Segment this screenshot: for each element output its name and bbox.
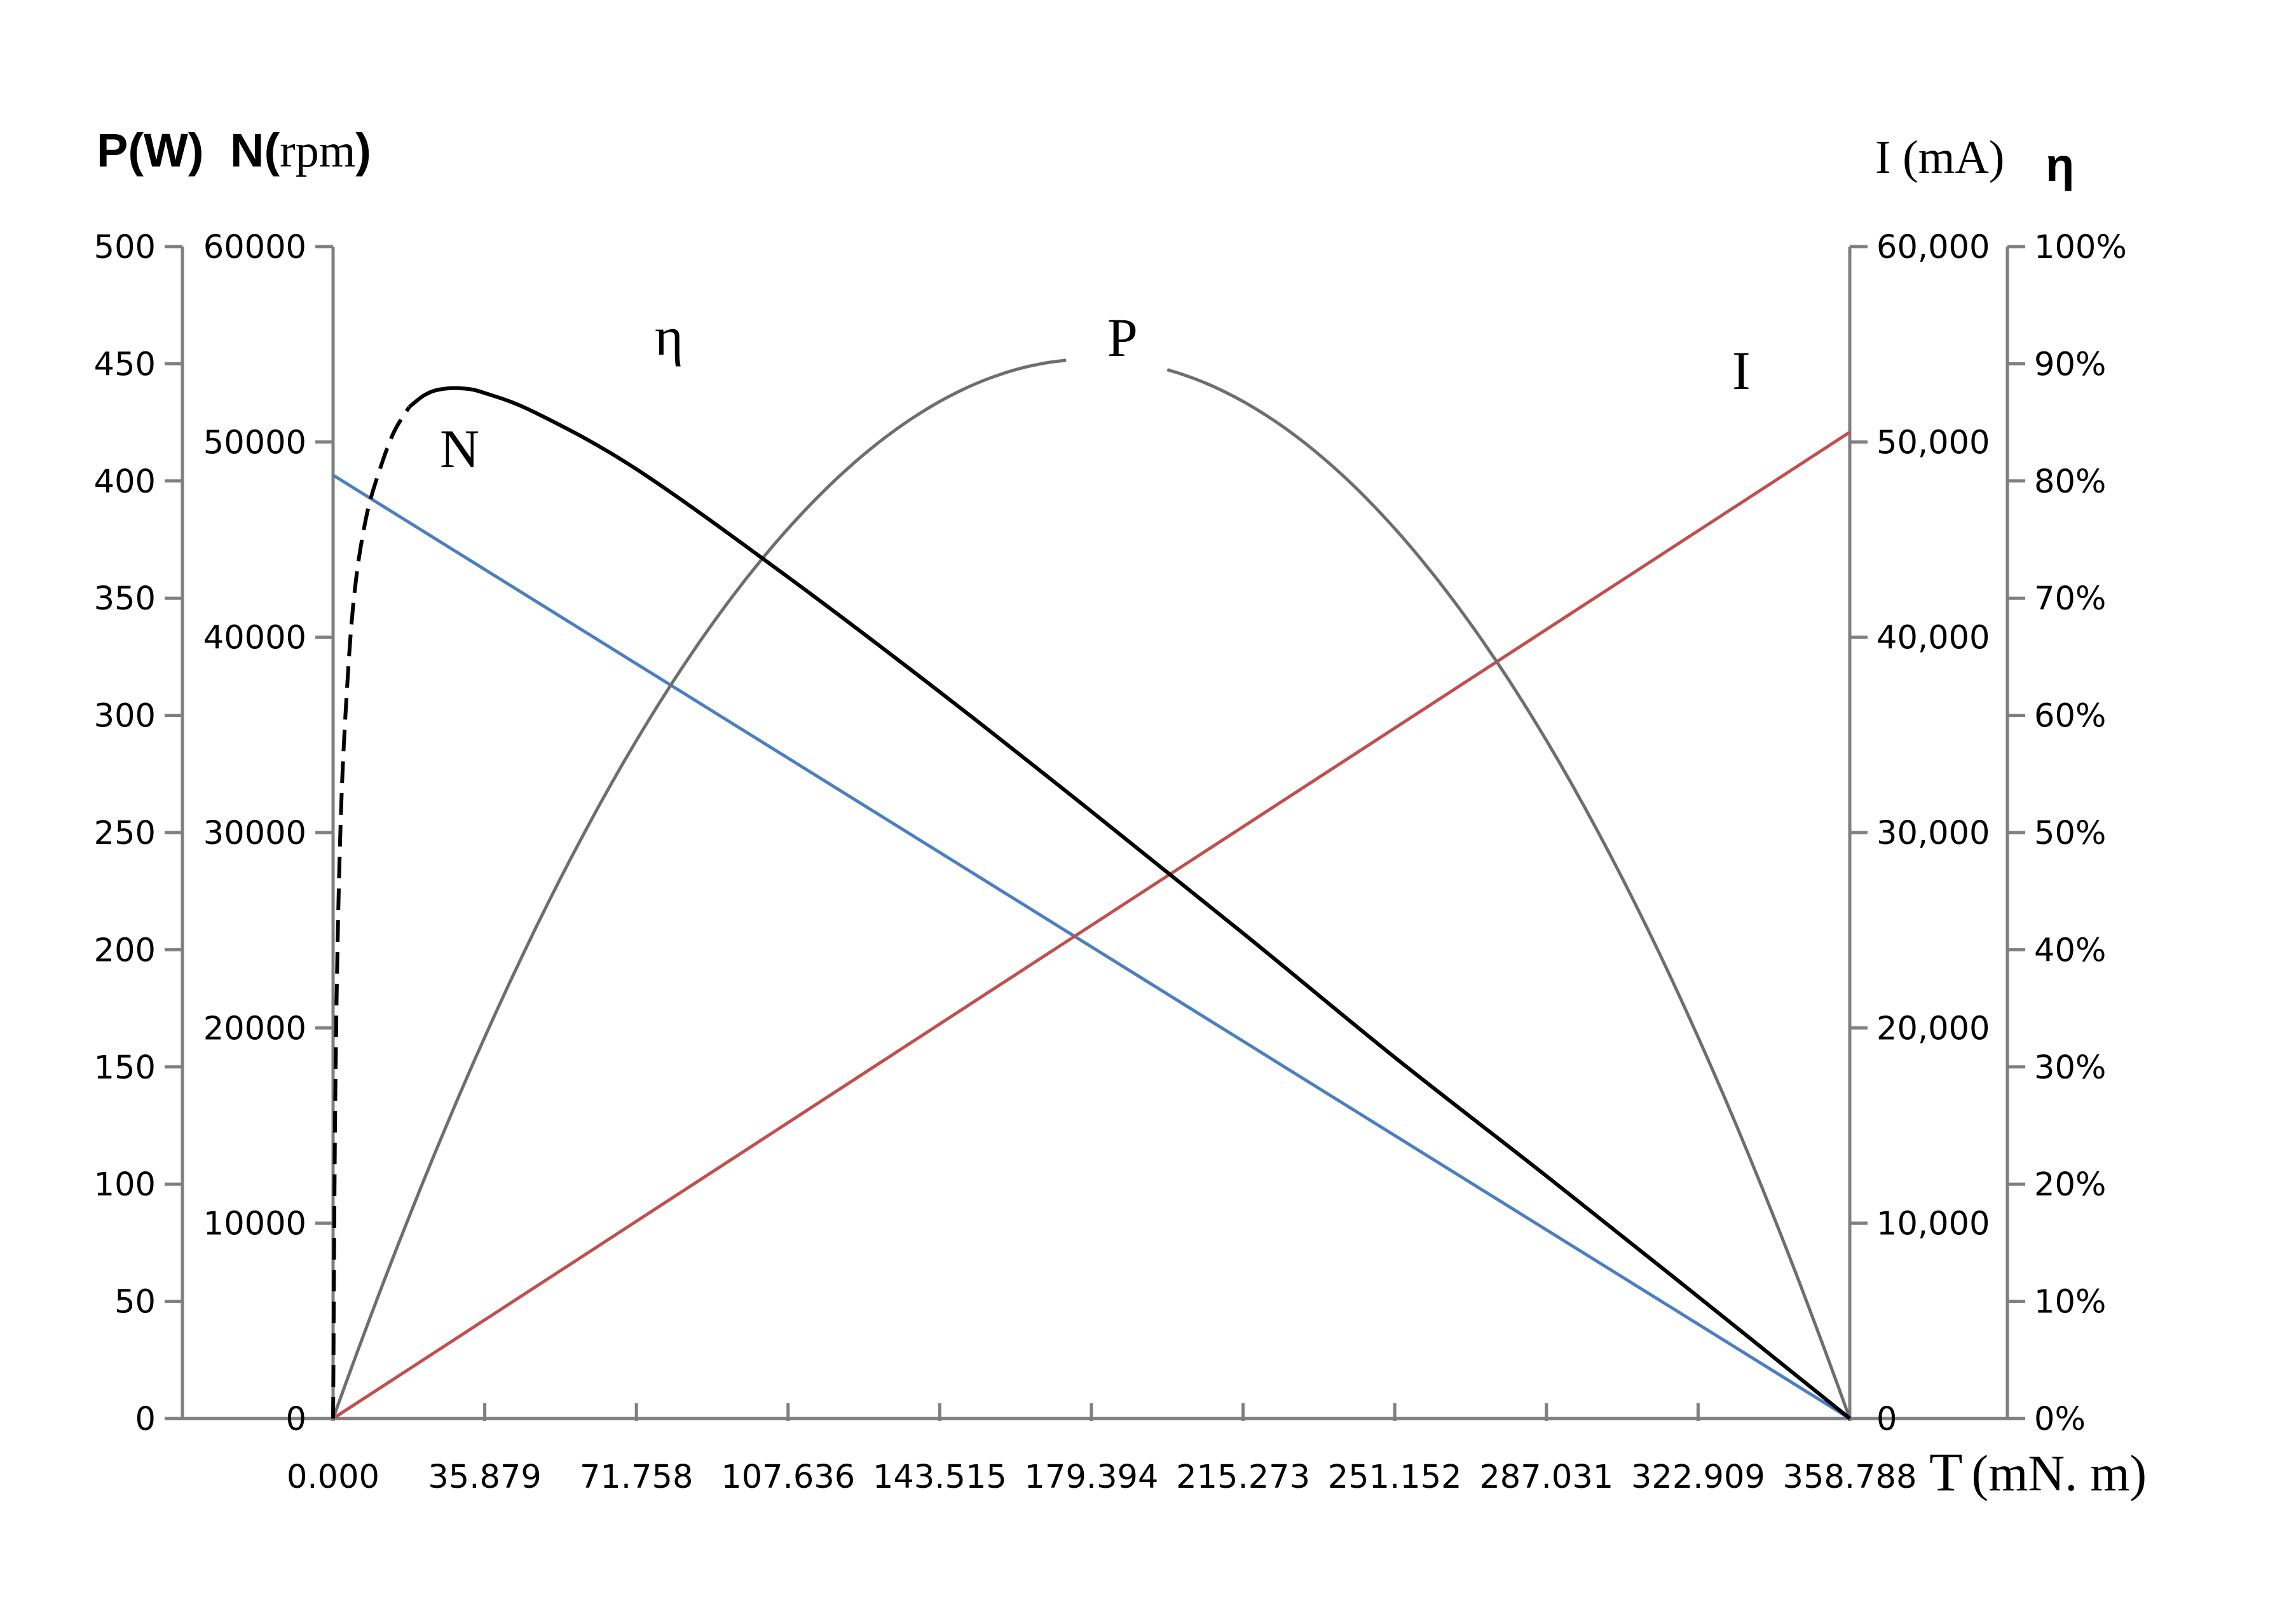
x-tick-label: 358.788	[1783, 1459, 1917, 1496]
efficiency-tick-label: 10%	[2034, 1284, 2106, 1321]
power-tick-label: 300	[94, 698, 156, 735]
efficiency-tick-label: 70%	[2034, 580, 2106, 618]
power-tick-label: 450	[94, 346, 156, 383]
efficiency-tick-label: 80%	[2034, 463, 2106, 501]
curve-label-speed: N	[440, 418, 479, 479]
speed-tick-label: 40000	[203, 620, 306, 657]
current-tick-label: 0	[1876, 1401, 1897, 1438]
power-tick-label: 400	[94, 463, 156, 501]
curve-label-current: I	[1732, 340, 1751, 401]
speed-tick-label: 30000	[203, 815, 306, 852]
efficiency-tick-label: 30%	[2034, 1049, 2106, 1087]
x-tick-label: 179.394	[1025, 1459, 1159, 1496]
speed-tick-label: 0	[286, 1401, 306, 1438]
current-tick-label: 50,000	[1876, 424, 1990, 461]
x-tick-label: 251.152	[1328, 1459, 1462, 1496]
power-tick-label: 250	[94, 815, 156, 852]
power-tick-label: 0	[135, 1401, 156, 1438]
x-tick-label: 35.879	[428, 1459, 541, 1496]
x-tick-label: 107.636	[721, 1459, 855, 1496]
speed-tick-label: 60000	[203, 229, 306, 266]
x-tick-label: 287.031	[1479, 1459, 1613, 1496]
current-tick-label: 20,000	[1876, 1010, 1990, 1047]
current-curve	[332, 430, 1851, 1420]
titles-layer: P(W) N(rpm) I (mA) η T (mN. m)	[97, 124, 2147, 1502]
speed-tick-label: 10000	[203, 1206, 306, 1243]
curve-label-efficiency: η	[655, 306, 683, 367]
power-tick-label: 100	[94, 1166, 156, 1204]
speed-curve	[332, 473, 1851, 1420]
speed-tick-label: 20000	[203, 1010, 306, 1047]
power-tick-label: 500	[94, 229, 156, 266]
x-tick-label: 215.273	[1176, 1459, 1310, 1496]
current-axis-title: I (mA)	[1875, 132, 2004, 184]
speed-tick-label: 50000	[203, 424, 306, 461]
efficiency-curve-dashed	[331, 406, 411, 1419]
curve-label-power: P	[1107, 307, 1138, 368]
efficiency-curve	[407, 386, 1851, 1420]
speed-axis-title-unit: rpm	[280, 125, 355, 177]
current-tick-label: 10,000	[1876, 1206, 1990, 1243]
power-tick-label: 150	[94, 1049, 156, 1087]
efficiency-tick-label: 20%	[2034, 1166, 2106, 1204]
efficiency-tick-label: 0%	[2034, 1401, 2086, 1438]
speed-axis-title: N(rpm)	[230, 124, 371, 177]
curve-labels-layer: N I P η	[440, 306, 1751, 479]
current-tick-label: 40,000	[1876, 620, 1990, 657]
efficiency-tick-label: 50%	[2034, 815, 2106, 852]
power-tick-label: 350	[94, 580, 156, 618]
x-tick-label: 143.515	[873, 1459, 1007, 1496]
x-tick-label: 0.000	[287, 1459, 379, 1496]
torque-axis-title: T (mN. m)	[1929, 1441, 2147, 1502]
power-axis-title: P(W)	[97, 124, 204, 177]
efficiency-axis-title: η	[2046, 139, 2074, 191]
efficiency-tick-label: 60%	[2034, 698, 2106, 735]
efficiency-tick-label: 90%	[2034, 346, 2106, 383]
curves-layer	[331, 358, 1852, 1420]
efficiency-tick-label: 40%	[2034, 932, 2106, 969]
torque-axis-unit: (mN. m)	[1972, 1446, 2147, 1502]
current-tick-label: 60,000	[1876, 229, 1990, 266]
power-curve-left	[331, 358, 1067, 1419]
axes-layer: 0.000 35.879 71.758 107.636 143.515 179.394 21…	[94, 229, 2127, 1496]
power-tick-label: 50	[114, 1284, 156, 1321]
x-tick-label: 322.909	[1631, 1459, 1765, 1496]
current-tick-label: 30,000	[1876, 815, 1990, 852]
power-tick-label: 200	[94, 932, 156, 969]
torque-axis-symbol: T	[1929, 1441, 1963, 1502]
x-tick-label: 71.758	[580, 1459, 693, 1496]
speed-axis-title-close: )	[355, 124, 371, 177]
speed-axis-title-bold: N(	[230, 124, 280, 177]
efficiency-tick-label: 100%	[2034, 229, 2127, 266]
power-curve-right	[1166, 368, 1852, 1419]
